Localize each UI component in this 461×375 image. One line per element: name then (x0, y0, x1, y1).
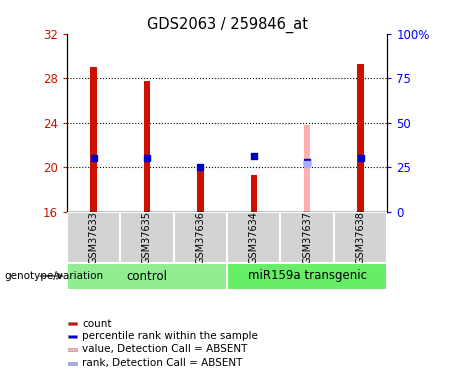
Bar (68, 348, 77, 351)
Text: control: control (126, 270, 167, 282)
Point (197, 164, 204, 170)
Point (303, 159, 311, 165)
Bar (227, 212, 280, 262)
Text: GSM37637: GSM37637 (302, 211, 312, 264)
Point (143, 155, 151, 161)
Bar (120, 212, 174, 262)
Text: count: count (82, 319, 112, 328)
Text: GSM37635: GSM37635 (142, 211, 152, 264)
Point (90, 155, 97, 161)
Text: rank, Detection Call = ABSENT: rank, Detection Call = ABSENT (82, 358, 242, 368)
Bar (174, 212, 227, 262)
Bar (68, 322, 77, 325)
Bar (334, 212, 387, 262)
Bar (250, 175, 257, 212)
Text: GSM37636: GSM37636 (195, 211, 205, 264)
Bar (67, 262, 227, 290)
Bar (68, 335, 77, 338)
Text: GDS2063 / 259846_at: GDS2063 / 259846_at (147, 17, 307, 33)
Bar (304, 125, 310, 212)
Bar (227, 262, 387, 290)
Text: percentile rank within the sample: percentile rank within the sample (82, 332, 258, 341)
Text: genotype/variation: genotype/variation (5, 271, 104, 281)
Point (303, 161, 311, 167)
Text: GSM37638: GSM37638 (355, 211, 366, 264)
Text: miR159a transgenic: miR159a transgenic (248, 270, 366, 282)
Point (357, 155, 364, 161)
Bar (280, 212, 334, 262)
Bar (144, 81, 150, 212)
Bar (68, 362, 77, 365)
Bar (90, 67, 97, 212)
Text: value, Detection Call = ABSENT: value, Detection Call = ABSENT (82, 344, 248, 354)
Text: GSM37633: GSM37633 (89, 211, 99, 264)
Bar (357, 64, 364, 212)
Bar (67, 212, 120, 262)
Text: GSM37634: GSM37634 (249, 211, 259, 264)
Bar (197, 167, 204, 212)
Point (250, 153, 257, 159)
